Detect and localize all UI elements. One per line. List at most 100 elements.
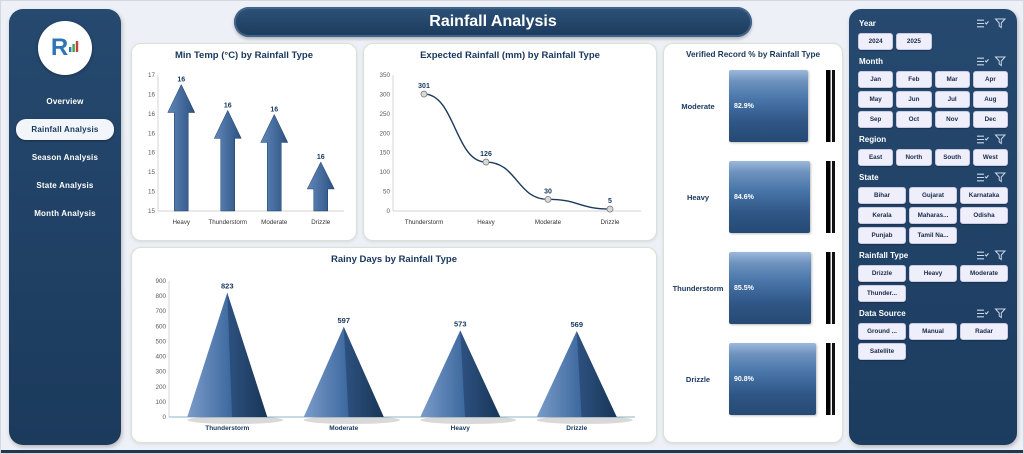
svg-text:15: 15	[148, 208, 156, 215]
cylinder-end-cap	[826, 70, 835, 142]
filter-section-region: Region East North South West	[858, 134, 1008, 166]
sidebar-item-overview[interactable]: Overview	[46, 97, 84, 106]
select-all-icon[interactable]	[976, 250, 989, 261]
svg-text:30: 30	[544, 188, 552, 195]
rainy-days-card: Rainy Days by Rainfall Type 0 100 200 300 40…	[131, 247, 657, 443]
svg-text:573: 573	[454, 319, 467, 328]
svg-text:16: 16	[270, 106, 278, 113]
rainy-days-title: Rainy Days by Rainfall Type	[330, 254, 457, 265]
filter-option-feb[interactable]: Feb	[896, 71, 932, 88]
filter-option-bihar[interactable]: Bihar	[858, 187, 906, 204]
svg-text:16: 16	[224, 102, 232, 109]
clear-filter-icon[interactable]	[994, 172, 1007, 183]
page-title: Rainfall Analysis	[234, 7, 752, 37]
filter-option-2024[interactable]: 2024	[858, 33, 894, 50]
filter-option-mar[interactable]: Mar	[934, 71, 970, 88]
filter-option-north[interactable]: North	[896, 149, 932, 166]
clear-filter-icon[interactable]	[994, 134, 1007, 145]
left-sidebar: R Overview Rainfall Analysis Season Analys…	[9, 9, 121, 445]
svg-text:Moderate: Moderate	[261, 219, 288, 226]
clear-filter-icon[interactable]	[994, 250, 1007, 261]
svg-text:569: 569	[570, 320, 583, 329]
filter-option-manual[interactable]: Manual	[909, 323, 957, 340]
filter-option-jun[interactable]: Jun	[896, 91, 932, 108]
filter-option-sep[interactable]: Sep	[858, 111, 894, 128]
select-all-icon[interactable]	[976, 134, 989, 145]
select-all-icon[interactable]	[976, 56, 989, 67]
bottom-edge	[1, 450, 1023, 453]
filter-option-satellite[interactable]: Satellite	[858, 343, 906, 360]
cylinder-row-drizzle: Drizzle 90.8%	[664, 335, 842, 423]
filter-option-oct[interactable]: Oct	[896, 111, 932, 128]
svg-text:350: 350	[379, 72, 390, 79]
svg-text:16: 16	[148, 150, 156, 157]
select-all-icon[interactable]	[976, 308, 989, 319]
sidebar-item-month-analysis[interactable]: Month Analysis	[34, 209, 96, 218]
svg-text:5: 5	[608, 198, 612, 205]
svg-text:Drizzle: Drizzle	[601, 219, 620, 226]
filter-option-kerala[interactable]: Kerala	[858, 207, 906, 224]
svg-text:301: 301	[418, 83, 430, 90]
filter-section-label: Month	[859, 57, 883, 66]
cylinder-category-label: Thunderstorm	[672, 283, 724, 293]
min-temp-card: Min Temp (°C) by Rainfall Type 15 15 15 16 1…	[131, 43, 357, 241]
filter-option-tamil-na[interactable]: Tamil Na...	[909, 227, 957, 244]
select-all-icon[interactable]	[976, 172, 989, 183]
filter-section-month: Month Jan Feb Mar Apr May Jun Jul Aug Sep Oct Nov De…	[858, 56, 1008, 128]
filter-option-maharas[interactable]: Maharas...	[909, 207, 957, 224]
cylinder-track: 84.6%	[729, 161, 835, 233]
cylinder-track: 82.9%	[729, 70, 835, 142]
filter-option-thunder[interactable]: Thunder...	[858, 285, 906, 302]
filter-option-heavy[interactable]: Heavy	[909, 265, 957, 282]
filter-option-nov[interactable]: Nov	[934, 111, 970, 128]
filter-option-2025[interactable]: 2025	[896, 33, 932, 50]
sidebar-item-season-analysis[interactable]: Season Analysis	[31, 153, 99, 162]
filter-option-radar[interactable]: Radar	[960, 323, 1008, 340]
svg-text:400: 400	[155, 354, 166, 361]
sidebar-item-state-analysis[interactable]: State Analysis	[36, 181, 94, 190]
filter-option-moderate[interactable]: Moderate	[960, 265, 1008, 282]
filter-option-east[interactable]: East	[858, 149, 894, 166]
verified-record-chart: Moderate 82.9% Heavy 84.6% Thunderstorm 85.5%…	[664, 62, 842, 423]
cylinder-value-label: 85.5%	[734, 284, 754, 292]
filter-option-may[interactable]: May	[858, 91, 894, 108]
cylinder-bar: 90.8%	[729, 343, 816, 415]
cylinder-value-label: 84.6%	[734, 193, 754, 201]
filter-option-odisha[interactable]: Odisha	[960, 207, 1008, 224]
svg-text:200: 200	[379, 130, 390, 137]
svg-text:150: 150	[379, 150, 390, 157]
filter-option-dec[interactable]: Dec	[972, 111, 1008, 128]
filter-option-apr[interactable]: Apr	[972, 71, 1008, 88]
filter-option-drizzle[interactable]: Drizzle	[858, 265, 906, 282]
filter-option-jan[interactable]: Jan	[858, 71, 894, 88]
filter-option-aug[interactable]: Aug	[972, 91, 1008, 108]
svg-text:0: 0	[386, 208, 390, 215]
clear-filter-icon[interactable]	[994, 308, 1007, 319]
cylinder-end-cap	[826, 161, 835, 233]
cylinder-bar: 84.6%	[729, 161, 810, 233]
svg-text:100: 100	[379, 169, 390, 176]
svg-text:Moderate: Moderate	[329, 425, 358, 432]
clear-filter-icon[interactable]	[994, 56, 1007, 67]
svg-text:600: 600	[155, 323, 166, 330]
cylinder-end-cap	[826, 343, 835, 415]
svg-text:500: 500	[155, 338, 166, 345]
filter-option-ground[interactable]: Ground ...	[858, 323, 906, 340]
svg-text:Thunderstorm: Thunderstorm	[208, 219, 247, 226]
filter-option-jul[interactable]: Jul	[934, 91, 970, 108]
filter-option-punjab[interactable]: Punjab	[858, 227, 906, 244]
min-temp-chart: 15 15 15 16 16 16 16 17 16 Heavy 16 Thunderstorm 16 M…	[132, 61, 356, 229]
select-all-icon[interactable]	[976, 18, 989, 29]
sidebar-item-rainfall-analysis[interactable]: Rainfall Analysis	[16, 119, 114, 140]
filter-option-karnataka[interactable]: Karnataka	[960, 187, 1008, 204]
svg-text:50: 50	[383, 189, 391, 196]
svg-text:Heavy: Heavy	[477, 219, 495, 226]
filter-option-gujarat[interactable]: Gujarat	[909, 187, 957, 204]
svg-text:700: 700	[155, 308, 166, 315]
filter-option-south[interactable]: South	[934, 149, 970, 166]
clear-filter-icon[interactable]	[994, 18, 1007, 29]
cylinder-bar: 82.9%	[729, 70, 809, 142]
filter-option-west[interactable]: West	[972, 149, 1008, 166]
svg-text:597: 597	[337, 316, 350, 325]
